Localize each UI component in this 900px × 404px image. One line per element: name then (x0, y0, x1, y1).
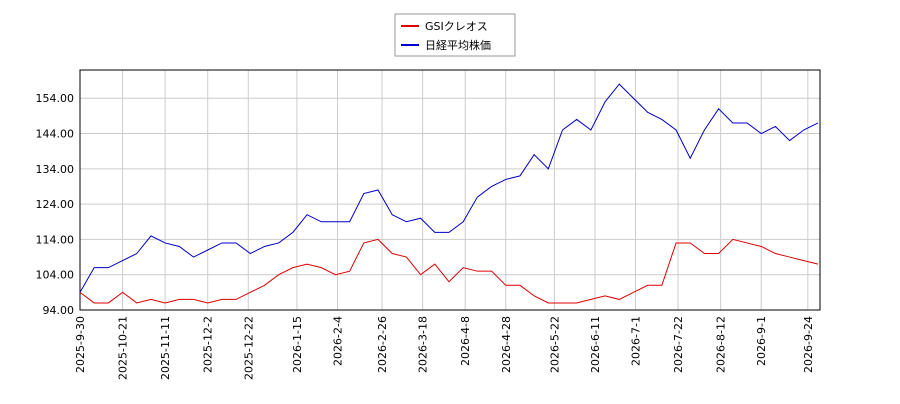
x-tick-label: 2025-12-22 (242, 316, 255, 380)
x-tick-label: 2026-4-8 (459, 316, 472, 366)
y-tick-label: 124.00 (36, 198, 75, 211)
plot-frame (79, 69, 821, 311)
y-tick-label: 154.00 (36, 92, 75, 105)
line-series (79, 238, 819, 304)
x-tick-label: 2025-9-30 (74, 316, 87, 373)
x-tick-label: 2025-11-11 (159, 316, 172, 380)
y-tick-label: 94.00 (43, 304, 75, 317)
legend-label: 日経平均株価 (425, 38, 491, 52)
line-series (79, 83, 819, 293)
x-tick-label: 2026-3-18 (417, 316, 430, 373)
x-tick-label: 2026-9-24 (802, 316, 815, 373)
x-tick-label: 2026-7-22 (672, 316, 685, 373)
y-tick-label: 104.00 (36, 269, 75, 282)
x-tick-label: 2026-9-1 (755, 316, 768, 366)
legend-label: GSIクレオス (425, 20, 488, 33)
y-tick-label: 134.00 (36, 163, 75, 176)
x-tick-label: 2026-8-12 (715, 316, 728, 373)
grid (79, 70, 820, 311)
x-tick-label: 2026-7-1 (630, 316, 643, 366)
x-tick-label: 2026-2-26 (376, 316, 389, 373)
y-tick-label: 114.00 (36, 233, 75, 246)
x-tick-label: 2025-12-2 (202, 316, 215, 373)
x-tick-label: 2026-6-11 (589, 316, 602, 373)
x-tick-label: 2026-1-15 (291, 316, 304, 373)
x-tick-label: 2025-10-21 (117, 316, 130, 380)
x-tick-label: 2026-4-28 (500, 316, 513, 373)
y-tick-label: 144.00 (36, 128, 75, 141)
x-tick-label: 2026-5-22 (548, 316, 561, 373)
legend-box (394, 13, 516, 57)
x-tick-label: 2026-2-4 (331, 316, 344, 366)
